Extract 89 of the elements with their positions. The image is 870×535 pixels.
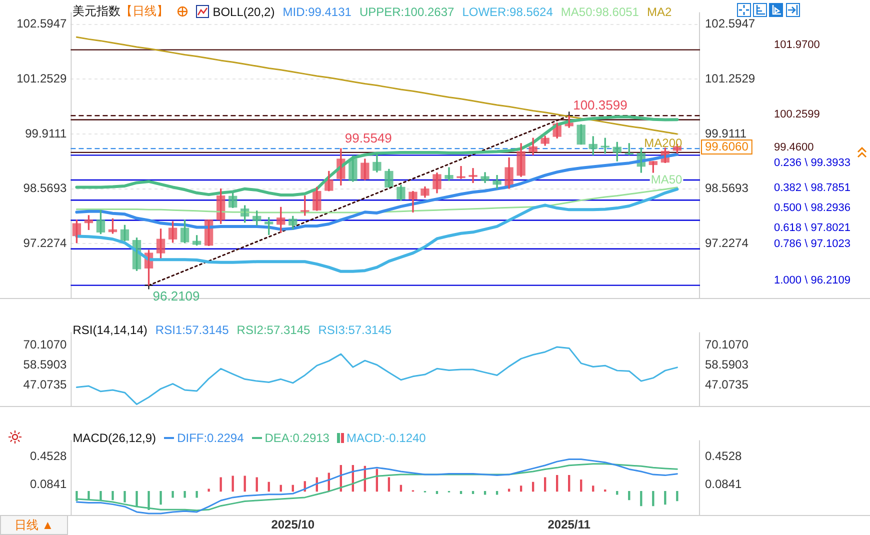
- annotation: 100.3599: [573, 98, 628, 113]
- annotation: MA50: [650, 172, 682, 186]
- y2-tick-label: 0.4528: [705, 449, 742, 464]
- legend-label: RSI2:57.3145: [236, 323, 310, 337]
- y2-tick-label: 58.5903: [705, 358, 749, 372]
- chart-title: 美元指数: [72, 3, 121, 20]
- text: 99.6060: [705, 139, 749, 154]
- bar: [88, 491, 90, 500]
- y2-tick-label: 47.0735: [705, 377, 749, 392]
- bar: [256, 477, 258, 492]
- bar: [640, 491, 642, 506]
- ref-line-label: 0.618 \ 97.8021: [774, 222, 850, 234]
- bar: [172, 491, 174, 498]
- y-tick-label: 47.0735: [23, 377, 68, 392]
- text: LOWER:98.5624: [462, 4, 553, 18]
- bar: [196, 491, 198, 498]
- bar: [628, 491, 630, 500]
- ref-line-label: 99.4600: [774, 141, 814, 154]
- y2-tick-label: 99.9111: [705, 126, 747, 140]
- bar: [400, 484, 402, 492]
- y-tick-label: 99.9111: [25, 126, 68, 140]
- text: MID:99.4131: [282, 4, 352, 18]
- legend-label: MACD:-0.1240: [346, 431, 426, 445]
- annotation: 96.2109: [152, 288, 200, 304]
- text: UPPER:100.2637: [359, 4, 454, 18]
- bar: [556, 474, 558, 492]
- y-tick-label: 0.4528: [30, 449, 68, 464]
- x-tick-label: 2025/11: [548, 518, 591, 532]
- chart-subtitle: 【日线】: [120, 3, 169, 20]
- y2-tick-label: 70.1070: [705, 338, 749, 352]
- bar: [676, 491, 678, 502]
- ref-line-label: 1.000 \ 96.2109: [774, 274, 850, 286]
- legend-title: MACD(26,12,9): [72, 431, 156, 445]
- bar: [472, 491, 474, 494]
- y-tick-label: 70.1070: [23, 338, 68, 352]
- bar: [124, 491, 126, 502]
- bar: [388, 477, 390, 492]
- candlestick: [204, 220, 214, 246]
- bar: [652, 491, 654, 506]
- candlestick: [624, 143, 634, 156]
- y-tick-label: 97.2274: [23, 236, 68, 250]
- ref-line-label: 0.786 \ 97.1023: [774, 238, 850, 250]
- x-tick-label: 2025/10: [271, 518, 315, 532]
- y2-tick-label: 101.2529: [705, 71, 756, 86]
- y-tick-label: 58.5903: [23, 358, 68, 372]
- bar: [460, 491, 462, 494]
- y-tick-label: 0.0841: [30, 477, 68, 492]
- period-button: 日线 ▲: [0, 515, 68, 535]
- bar: [592, 486, 594, 492]
- y2-tick-label: 0.0841: [705, 477, 742, 492]
- annotation: MA200: [644, 136, 682, 150]
- y-tick-label: 98.5693: [23, 181, 68, 196]
- y-tick-label: 101.2529: [16, 71, 68, 86]
- y-tick-label: 102.5947: [16, 16, 68, 31]
- bar: [436, 491, 438, 494]
- y2-tick-label: 98.5693: [705, 181, 749, 196]
- bar: [208, 488, 210, 492]
- text: MA2: [646, 4, 672, 18]
- ref-line-label: 100.2599: [774, 108, 820, 121]
- bar: [664, 491, 666, 505]
- bar: [136, 491, 138, 507]
- legend-label: DEA:0.2913: [264, 431, 330, 445]
- bar: [580, 480, 582, 492]
- y2-tick-label: 102.5947: [705, 16, 756, 31]
- bar: [280, 484, 282, 492]
- legend-label: RSI1:57.3145: [155, 323, 229, 337]
- ref-line-label: 0.500 \ 98.2936: [774, 202, 850, 214]
- legend-label: DIFF:0.2294: [177, 431, 244, 445]
- bar: [160, 491, 162, 505]
- annotation: 99.5549: [344, 130, 392, 146]
- bar: [568, 474, 570, 492]
- text: RSI3:57.3145: [318, 323, 392, 337]
- bar: [232, 476, 234, 492]
- bar: [112, 491, 114, 500]
- ref-line-label: 0.382 \ 98.7851: [774, 182, 850, 194]
- ref-line-label: 101.9700: [774, 38, 820, 51]
- y2-tick-label: 97.2274: [705, 236, 749, 250]
- ref-line-label: 0.236 \ 99.3933: [774, 157, 850, 170]
- bar: [508, 488, 510, 492]
- bar: [220, 477, 222, 492]
- bar: [184, 491, 186, 498]
- bar: [544, 477, 546, 492]
- bar: [244, 476, 246, 492]
- bar: [520, 486, 522, 492]
- legend-title: RSI(14,14,14): [72, 323, 148, 337]
- text: MA50:98.6051: [560, 4, 639, 18]
- legend-title: BOLL(20,2): [212, 4, 275, 18]
- bar: [100, 491, 102, 501]
- bar: [292, 484, 294, 492]
